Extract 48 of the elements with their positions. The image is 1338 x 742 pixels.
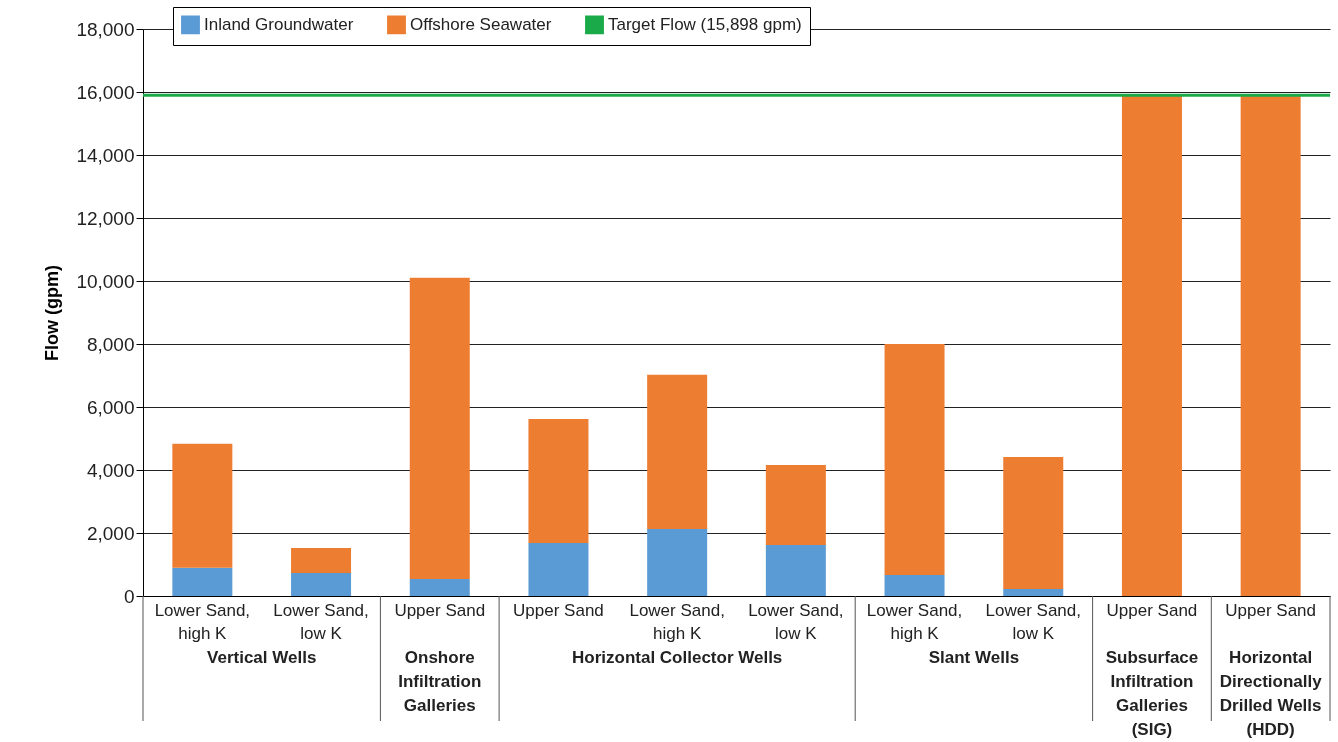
bar	[1121, 95, 1182, 596]
x-tick-label: Upper Sand	[1225, 600, 1317, 620]
x-tick-label: Upper Sand	[394, 600, 486, 620]
bar	[291, 548, 352, 574]
text: Subsurface Infiltration Galleries (SIG)	[1105, 648, 1199, 739]
legend-label: Offshore Seawater	[410, 14, 552, 34]
bar	[647, 528, 708, 596]
y-tick-label: 0	[123, 585, 135, 607]
legend-label: Target Flow (15,898 gpm)	[608, 14, 802, 34]
bar	[528, 543, 589, 596]
y-tick-label: 14,000	[76, 144, 135, 166]
text: Onshore Infiltration Galleries	[398, 648, 482, 715]
bar	[884, 574, 945, 596]
y-tick-label: 18,000	[76, 18, 135, 40]
legend-label: Inland Groundwater	[204, 14, 354, 34]
y-tick-label: 10,000	[76, 270, 135, 292]
text: Horizontal Collector Wells	[571, 648, 783, 667]
x-tick-label: Lower Sand, high K	[866, 600, 963, 643]
y-tick-label: 16,000	[76, 81, 135, 103]
y-tick-label: 4,000	[86, 459, 135, 481]
y-tick-label: 6,000	[86, 396, 135, 418]
x-tick-label: Lower Sand, low K	[273, 600, 369, 643]
bar	[172, 443, 233, 568]
x-tick-label: Lower Sand, low K	[985, 600, 1081, 643]
x-tick-label: Upper Sand	[513, 600, 604, 620]
bar	[765, 544, 826, 596]
text: Horizontal Directionally Drilled Wells (HDD)	[1219, 648, 1323, 739]
bar	[172, 567, 233, 596]
bar	[884, 344, 945, 575]
y-tick-label: 2,000	[86, 522, 135, 544]
bar	[647, 374, 708, 529]
x-tick-label: Lower Sand, low K	[748, 600, 844, 643]
bar	[291, 573, 352, 596]
text: Vertical Wells	[207, 648, 317, 667]
y-tick-label: 12,000	[76, 207, 135, 229]
bar	[1003, 589, 1064, 596]
bar	[765, 464, 826, 545]
bar	[409, 578, 470, 596]
bar	[1003, 457, 1064, 590]
bar	[528, 418, 589, 544]
x-tick-label: Upper Sand	[1106, 600, 1198, 620]
x-tick-label: Lower Sand, high K	[154, 600, 251, 643]
x-tick-label: Lower Sand, high K	[629, 600, 725, 643]
text: Slant Wells	[928, 648, 1020, 667]
y-tick-label: 8,000	[86, 333, 135, 355]
y-axis-title: Flow (gpm)	[42, 265, 63, 361]
bar	[409, 277, 470, 579]
bar	[1240, 95, 1301, 596]
